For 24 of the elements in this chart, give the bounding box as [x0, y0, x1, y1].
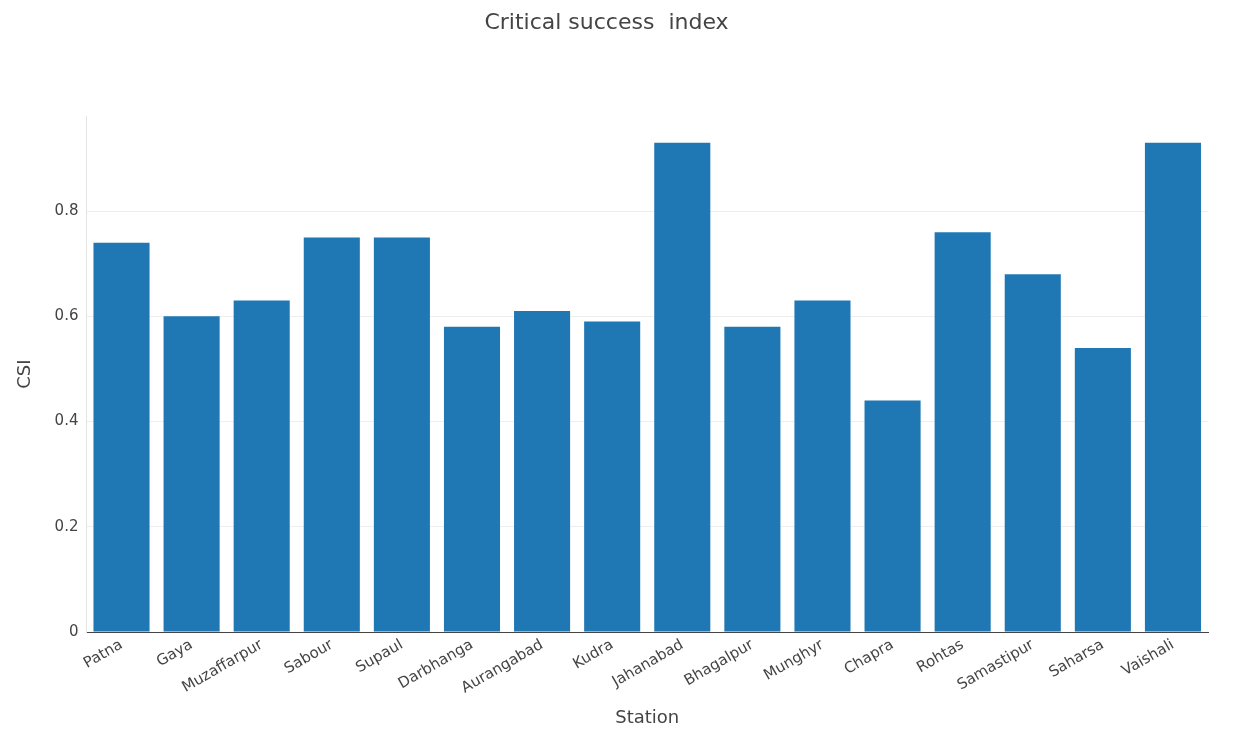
chart-title: Critical success index — [484, 8, 729, 34]
bar — [443, 326, 501, 632]
bar — [724, 326, 781, 632]
bar — [934, 232, 991, 632]
bar — [1074, 347, 1131, 632]
x-axis-title: Station — [615, 705, 680, 727]
bar — [1144, 142, 1201, 632]
bar — [514, 311, 571, 632]
bar — [163, 316, 220, 632]
y-tick-label: 0.4 — [54, 411, 79, 430]
y-tick-label: 0.8 — [54, 201, 79, 219]
bar — [93, 242, 150, 632]
y-tick-label: 0 — [68, 621, 79, 640]
bar — [233, 300, 290, 632]
bar — [373, 237, 430, 632]
bar — [303, 237, 360, 632]
bar — [864, 400, 921, 632]
y-tick-label: 0.2 — [54, 516, 79, 535]
y-tick-label: 0.6 — [54, 306, 79, 325]
bar — [1004, 274, 1061, 632]
y-axis-title: CSI — [13, 359, 35, 389]
bar — [794, 300, 851, 632]
bar — [584, 321, 641, 632]
bar — [654, 142, 711, 632]
